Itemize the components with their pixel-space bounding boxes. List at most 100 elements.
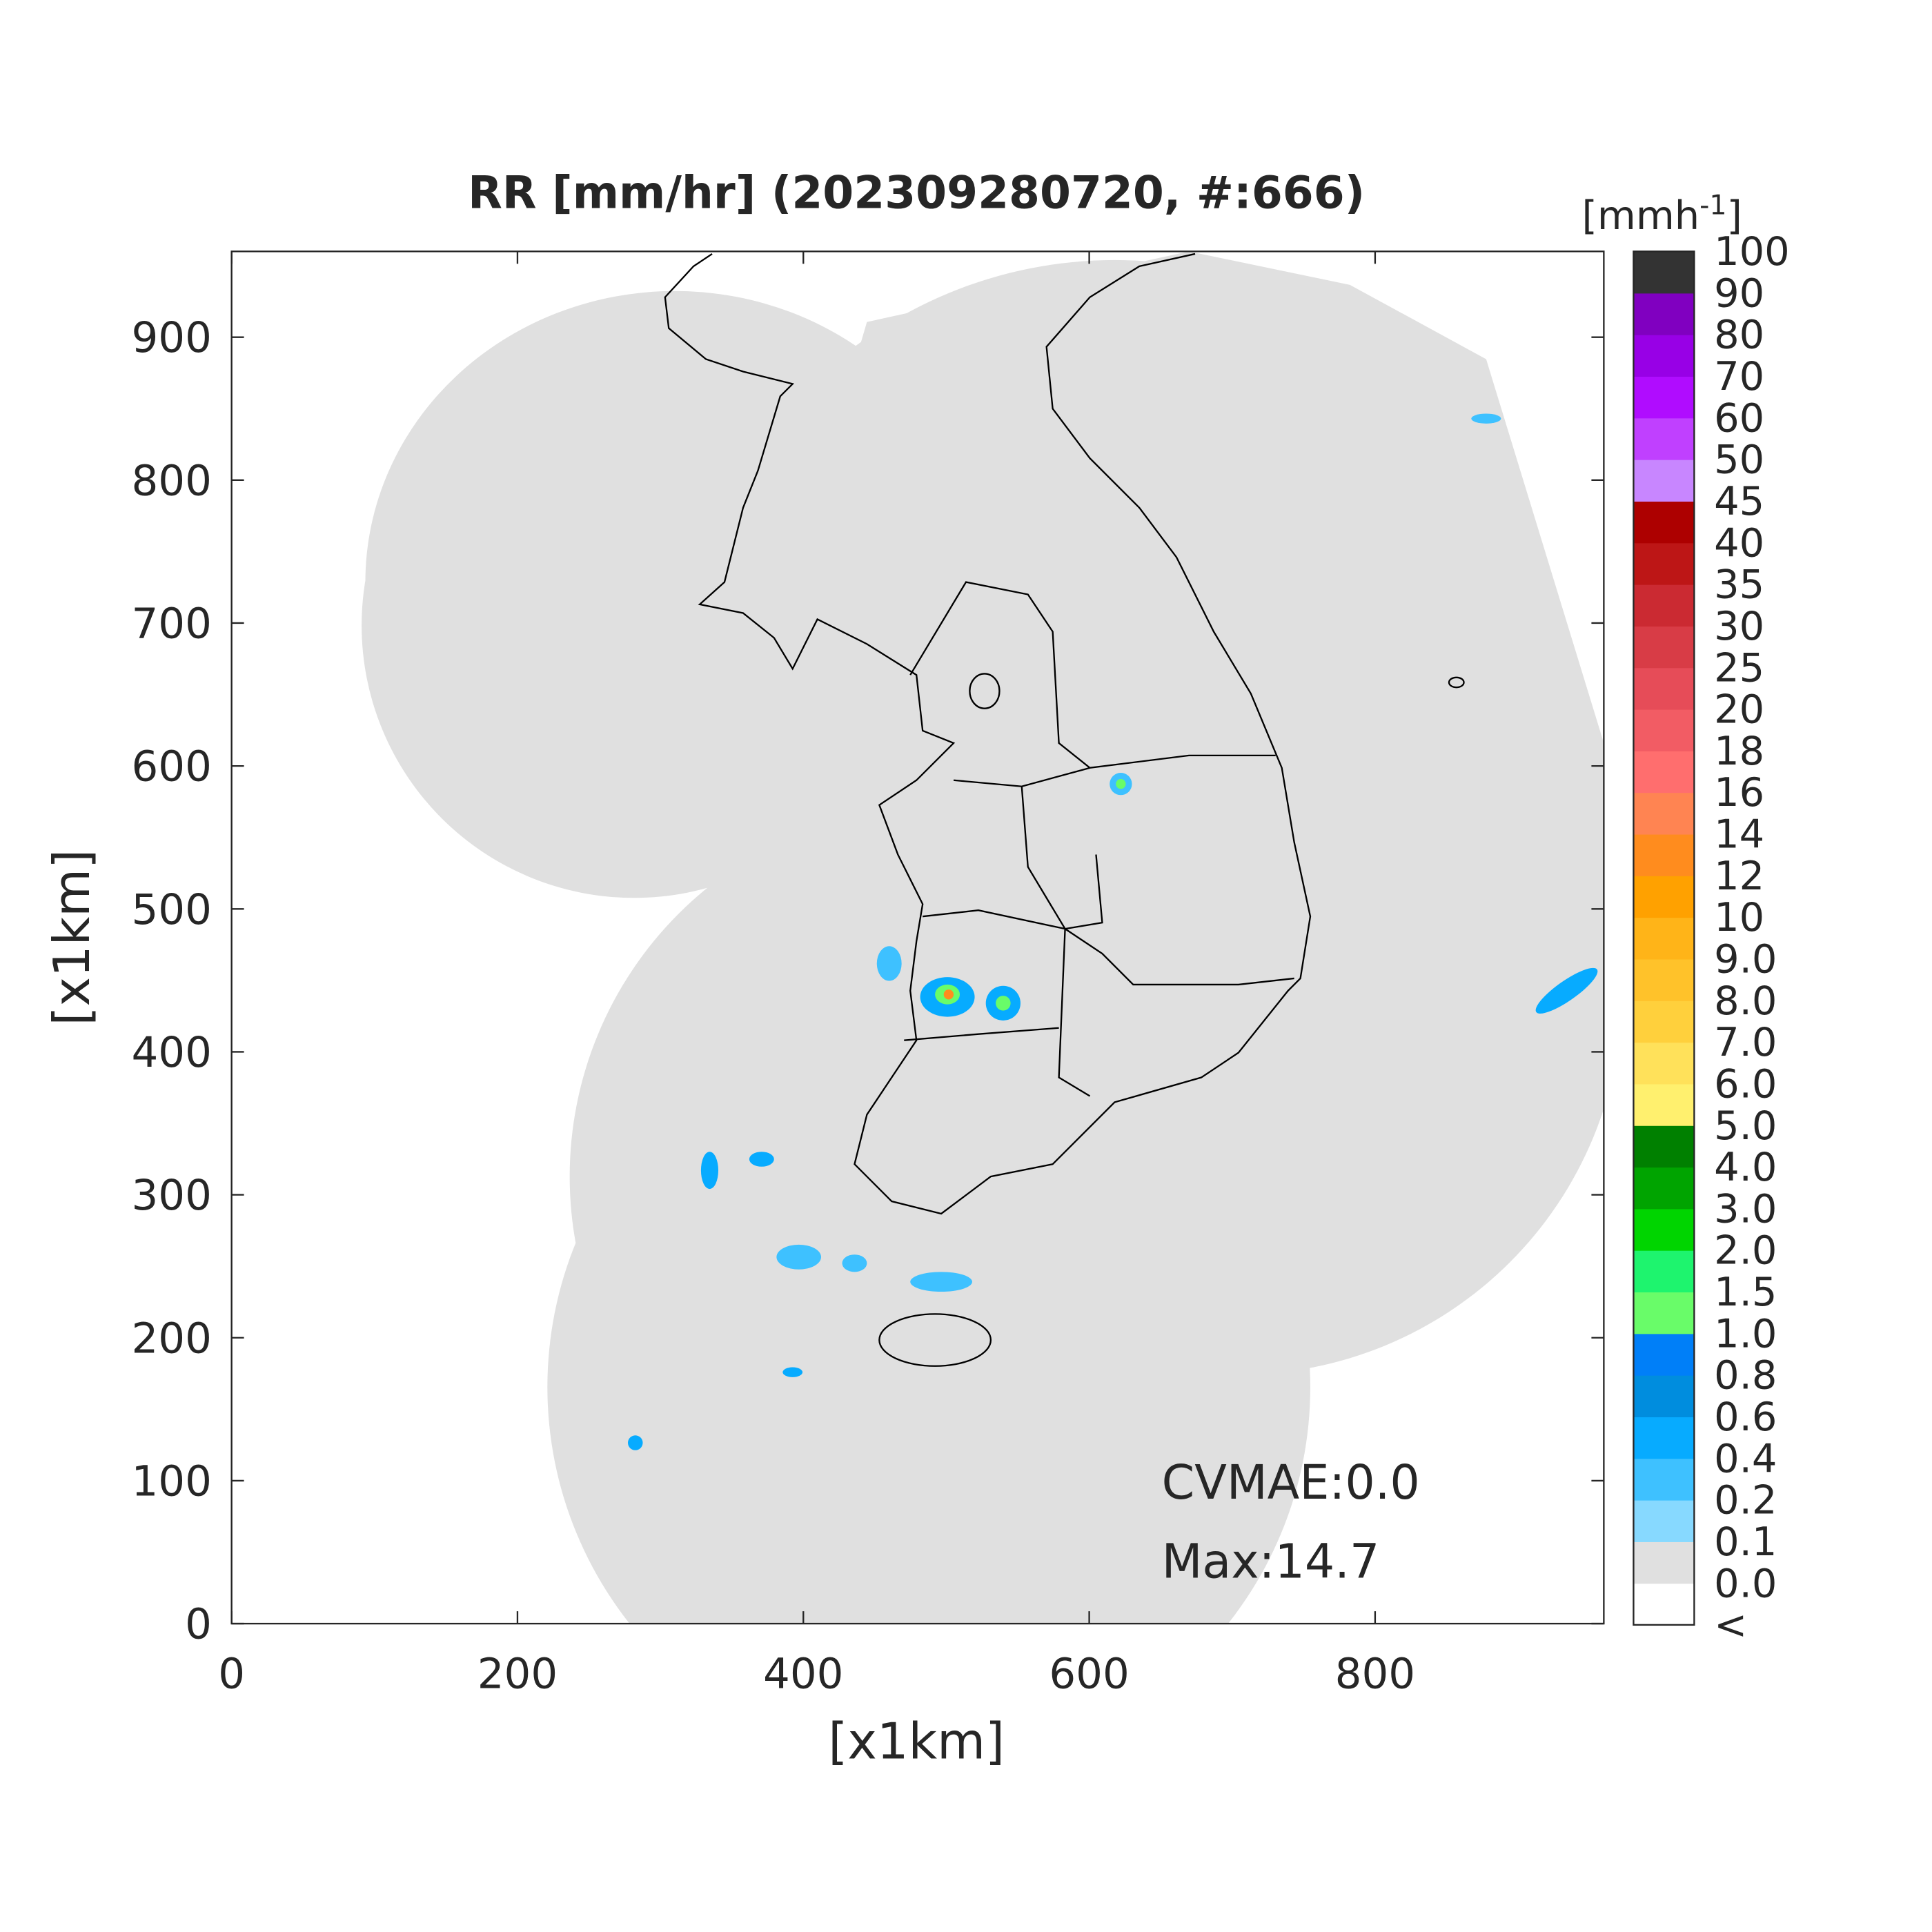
colorbar-swatch [1633, 417, 1695, 460]
colorbar-swatch [1633, 834, 1695, 876]
colorbar-swatch [1633, 1042, 1695, 1085]
colorbar-tick-label: 35 [1714, 562, 1764, 608]
colorbar-tick-label: 1.0 [1714, 1310, 1777, 1357]
x-axis-label: [x1km] [828, 1713, 1005, 1771]
colorbar-tick-label: 70 [1714, 353, 1764, 400]
colorbar-swatch [1633, 1541, 1695, 1584]
y-axis-label: [x1km] [43, 849, 101, 1026]
colorbar-tick-label: 60 [1714, 395, 1764, 441]
rain-cell [1535, 967, 1598, 1014]
colorbar-swatch [1633, 626, 1695, 669]
colorbar-swatch [1633, 251, 1695, 294]
radar-coverage [362, 251, 1604, 1624]
colorbar-label: [mmh-1] [1581, 190, 1742, 239]
colorbar-swatch [1633, 459, 1695, 502]
colorbar-tick-label: 6.0 [1714, 1061, 1777, 1107]
colorbar-tick-label: 50 [1714, 437, 1764, 483]
x-tick-label: 400 [763, 1649, 843, 1698]
colorbar-tick-label: 90 [1714, 270, 1764, 316]
annotation: CVMAE:0.0 [1162, 1456, 1420, 1510]
chart-title: RR [mm/hr] (202309280720, #:666) [468, 168, 1365, 219]
colorbar-swatch [1633, 1000, 1695, 1043]
rain-cell [776, 1244, 821, 1270]
city-border [969, 673, 1000, 709]
colorbar-swatch [1633, 1333, 1695, 1376]
jeju-island [878, 1313, 992, 1367]
coastline [664, 253, 1465, 1367]
rain-cell [782, 1367, 803, 1377]
rain-cell [628, 1435, 643, 1450]
precipitation [628, 413, 1598, 1450]
colorbar-swatch [1633, 542, 1695, 585]
colorbar-label-end: ] [1727, 193, 1742, 239]
rain-cell [1116, 778, 1126, 789]
colorbar-tick-label: 0.4 [1714, 1435, 1777, 1481]
x-tick-label: 200 [477, 1649, 558, 1698]
colorbar-swatch [1633, 1208, 1695, 1251]
rain-cell [996, 996, 1011, 1011]
colorbar-swatch [1633, 792, 1695, 835]
coverage-fill [742, 251, 1604, 1363]
colorbar-tick-label: 45 [1714, 478, 1764, 524]
colorbar-tick-label: 12 [1714, 853, 1764, 899]
colorbar-swatch [1633, 1583, 1695, 1626]
colorbar-swatch [1633, 1292, 1695, 1334]
colorbar-tick-label: < [1714, 1602, 1747, 1648]
colorbar-frame [1633, 250, 1695, 1626]
colorbar-swatch [1633, 376, 1695, 419]
colorbar-tick-label: 14 [1714, 811, 1764, 858]
colorbar-tick-label: 0.2 [1714, 1477, 1777, 1524]
y-tick-label: 200 [131, 1314, 211, 1363]
colorbar-label-base: [mmh [1581, 193, 1699, 239]
colorbar-swatch [1633, 1167, 1695, 1210]
rain-cell [943, 989, 954, 1000]
colorbar-tick-label: 9.0 [1714, 936, 1777, 983]
peninsula-outline [664, 253, 1312, 1215]
colorbar-tick-label: 40 [1714, 520, 1764, 566]
colorbar-tick-label: 4.0 [1714, 1144, 1777, 1190]
y-tick-label: 800 [131, 456, 211, 505]
colorbar-swatch [1633, 751, 1695, 793]
colorbar-swatch [1633, 917, 1695, 960]
x-tick-label: 600 [1049, 1649, 1129, 1698]
rain-cell [842, 1254, 867, 1272]
colorbar-swatch [1633, 1125, 1695, 1168]
colorbar-tick-label: 0.8 [1714, 1352, 1777, 1399]
colorbar-tick-label: 100 [1714, 228, 1790, 275]
y-tick-label: 900 [131, 313, 211, 362]
colorbar-tick-label: 1.5 [1714, 1269, 1777, 1315]
colorbar-swatch [1633, 1458, 1695, 1501]
ulleung-island [1448, 676, 1465, 689]
colorbar-tick-label: 0.0 [1714, 1560, 1777, 1606]
colorbar-tick-label: 2.0 [1714, 1228, 1777, 1274]
colorbar-swatch [1633, 667, 1695, 710]
rain-cell [1471, 413, 1501, 424]
y-tick-label: 0 [185, 1600, 212, 1649]
colorbar-tick-label: 80 [1714, 312, 1764, 358]
colorbar-swatch [1633, 501, 1695, 544]
y-tick-label: 500 [131, 885, 211, 934]
colorbar-swatch [1633, 709, 1695, 751]
annotation: Max:14.7 [1162, 1535, 1380, 1590]
colorbar-tick-label: 30 [1714, 603, 1764, 649]
rain-cell [700, 1152, 719, 1190]
y-tick-label: 300 [131, 1171, 211, 1220]
rain-cell [749, 1152, 774, 1167]
colorbar-tick-label: 16 [1714, 769, 1764, 816]
colorbar-swatch [1633, 1374, 1695, 1417]
colorbar-tick-label: 7.0 [1714, 1019, 1777, 1065]
colorbar-swatch [1633, 293, 1695, 335]
colorbar-swatch [1633, 1083, 1695, 1126]
y-tick-label: 100 [131, 1457, 211, 1506]
y-tick-label: 400 [131, 1028, 211, 1077]
x-tick-label: 800 [1335, 1649, 1415, 1698]
y-tick-label: 600 [131, 742, 211, 791]
rain-cell [910, 1272, 972, 1292]
y-tick-label: 700 [131, 600, 211, 649]
plot-frame [230, 250, 1605, 1625]
colorbar-tick-label: 18 [1714, 728, 1764, 774]
colorbar-label-sup: -1 [1699, 190, 1726, 221]
colorbar-tick-label: 3.0 [1714, 1185, 1777, 1232]
colorbar-swatch [1633, 334, 1695, 377]
rain-cell [876, 946, 902, 981]
